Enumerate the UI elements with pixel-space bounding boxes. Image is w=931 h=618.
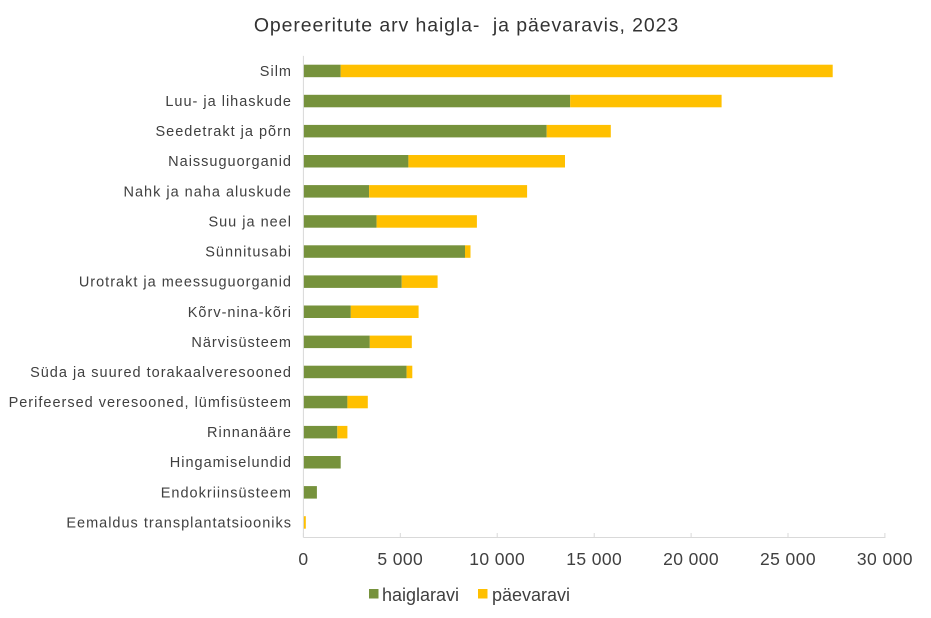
svg-text:Suu ja neel: Suu ja neel [208,215,292,231]
svg-text:Perifeersed veresooned, lümfis: Perifeersed veresooned, lümfisüsteem [9,395,292,411]
svg-text:10 000: 10 000 [469,549,525,569]
svg-text:Naissuguorganid: Naissuguorganid [168,154,292,170]
svg-text:Süda ja suured torakaalveresoo: Süda ja suured torakaalveresooned [30,365,292,381]
svg-text:Silm: Silm [260,64,292,80]
svg-text:haiglaravi: haiglaravi [382,585,459,605]
svg-text:0: 0 [298,549,308,569]
svg-text:Hingamiselundid: Hingamiselundid [170,455,292,471]
svg-text:Endokriinsüsteem: Endokriinsüsteem [161,485,292,501]
svg-text:Urotrakt ja meessuguorganid: Urotrakt ja meessuguorganid [79,275,292,291]
svg-text:30 000: 30 000 [857,549,913,569]
svg-text:Kõrv-nina-kõri: Kõrv-nina-kõri [188,305,292,321]
svg-text:25 000: 25 000 [760,549,816,569]
svg-text:Nahk ja naha aluskude: Nahk ja naha aluskude [123,184,292,200]
svg-text:Närvisüsteem: Närvisüsteem [191,335,292,351]
svg-text:Sünnitusabi: Sünnitusabi [205,245,292,261]
svg-text:15 000: 15 000 [566,549,622,569]
svg-text:5 000: 5 000 [377,549,423,569]
svg-text:päevaravi: päevaravi [492,585,570,605]
svg-text:Seedetrakt ja põrn: Seedetrakt ja põrn [156,124,293,140]
svg-text:20 000: 20 000 [663,549,719,569]
svg-text:Eemaldus transplantatsiooniks: Eemaldus transplantatsiooniks [66,516,292,532]
svg-text:Luu- ja lihaskude: Luu- ja lihaskude [165,94,292,110]
svg-text:Opereeritute arv haigla- ja p: Opereeritute arv haigla- ja päevaravis, … [254,15,679,37]
svg-text:Rinnanääre: Rinnanääre [207,425,292,441]
